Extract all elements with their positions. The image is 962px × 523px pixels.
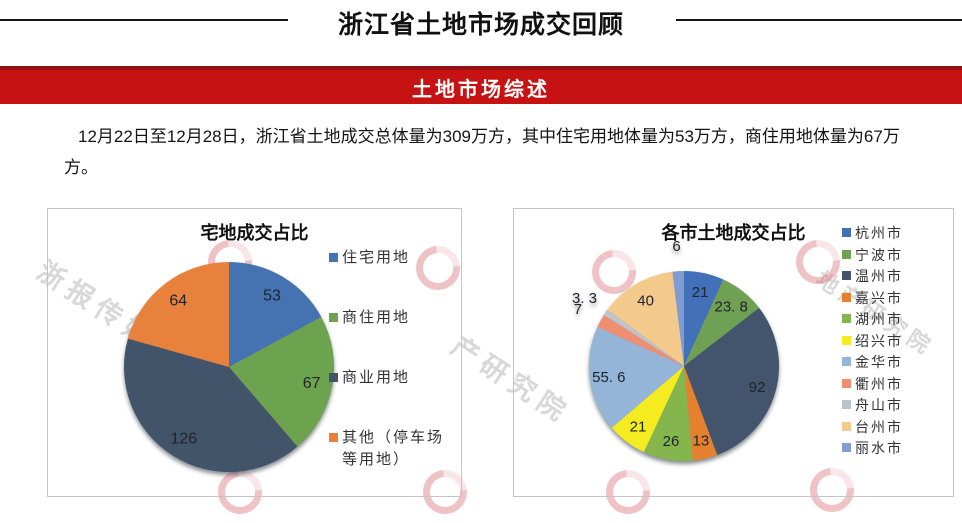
legend-swatch-icon [329, 373, 338, 382]
pie-slice-温州市 [684, 307, 779, 455]
legend-label: 温州市 [855, 268, 903, 284]
legend-item-舟山市: 舟山市 [842, 396, 948, 415]
pie-value-label: 64 [169, 293, 187, 310]
legend-swatch-icon [329, 253, 338, 262]
legend-swatch-icon [329, 433, 338, 442]
legend-swatch-icon [842, 292, 851, 302]
pie-slice-丽水市 [672, 271, 684, 366]
legend-residential-land: 住宅用地商住用地商业用地其他（停车场等用地） [329, 247, 453, 471]
legend-item-嘉兴市: 嘉兴市 [842, 289, 948, 308]
summary-paragraph: 12月22日至12月28日，浙江省土地成交总体量为309万方，其中住宅用地体量为… [64, 127, 900, 177]
pie-slice-宁波市 [684, 279, 760, 366]
pie-slice-台州市 [607, 271, 684, 366]
chart-city-land-share: 各市土地成交占比 21 23. 8 92 13 26 21 55. 6 7 3. 3 40 6 杭州… [513, 208, 954, 497]
section-banner: 土地市场综述 [0, 66, 962, 104]
page-header: 浙江省土地市场成交回顾 [0, 0, 962, 50]
legend-label: 台州市 [855, 418, 903, 435]
legend-city-land: 杭州市宁波市温州市嘉兴市湖州市绍兴市金华市衢州市舟山市台州市丽水市 [842, 224, 948, 458]
chart-title-city: 各市土地成交占比 [661, 223, 806, 243]
legend-swatch-icon [842, 314, 851, 323]
chart-residential-land-share: 宅地成交占比 53 67 126 64 住宅用地商住用地商业用地其他（停车场等用地） [47, 208, 462, 497]
legend-swatch-icon [842, 378, 851, 388]
legend-swatch-icon [842, 357, 851, 366]
legend-swatch-icon [842, 400, 851, 409]
pie-value-label: 126 [170, 430, 197, 447]
pie-value-label: 92 [749, 379, 766, 396]
legend-item-温州市: 温州市 [842, 267, 948, 286]
pie-value-label: 7 [574, 301, 582, 318]
legend-label: 金华市 [855, 354, 903, 370]
pie-slice-绍兴市 [611, 366, 684, 453]
pie-value-label: 6 [672, 238, 680, 255]
legend-swatch-icon [842, 443, 851, 452]
page-title: 浙江省土地市场成交回顾 [337, 11, 624, 39]
pie-slice-商业用地 [124, 338, 298, 472]
pie-slice-金华市 [589, 326, 684, 428]
legend-label: 嘉兴市 [855, 289, 903, 306]
chart-title-residential: 宅地成交占比 [200, 223, 309, 243]
pie-residential-land: 53 67 126 64 [124, 262, 334, 472]
legend-item-宁波市: 宁波市 [842, 246, 948, 265]
pie-value-label: 40 [637, 293, 654, 310]
legend-label: 住宅用地 [342, 249, 411, 266]
legend-item-衢州市: 衢州市 [842, 375, 948, 394]
legend-label: 衢州市 [855, 375, 903, 392]
legend-label: 宁波市 [855, 246, 903, 263]
legend-item-丽水市: 丽水市 [842, 439, 948, 458]
pie-slice-杭州市 [684, 271, 724, 366]
pie-slice-嘉兴市 [684, 366, 718, 461]
legend-label: 舟山市 [855, 397, 903, 413]
legend-item-商业用地: 商业用地 [329, 367, 453, 389]
pie-value-label: 26 [663, 433, 680, 450]
legend-label: 商业用地 [342, 369, 411, 386]
legend-label: 丽水市 [855, 440, 903, 456]
pie-slice-商住用地 [229, 316, 334, 447]
legend-swatch-icon [842, 249, 851, 259]
pie-value-label: 67 [303, 375, 321, 392]
legend-swatch-icon [842, 228, 851, 237]
legend-item-其他（停车场等用地）: 其他（停车场等用地） [329, 427, 453, 471]
pie-slice-舟山市 [603, 309, 684, 366]
legend-swatch-icon [842, 271, 851, 280]
title-rule-right [676, 19, 962, 21]
pie-value-label: 23. 8 [715, 299, 748, 316]
legend-swatch-icon [842, 335, 851, 345]
legend-item-台州市: 台州市 [842, 418, 948, 437]
legend-item-商住用地: 商住用地 [329, 307, 453, 329]
legend-swatch-icon [329, 313, 338, 322]
pie-value-label: 21 [630, 419, 647, 436]
pie-value-label: 21 [692, 284, 709, 301]
pie-value-label: 53 [263, 287, 281, 304]
legend-label: 湖州市 [855, 311, 903, 327]
legend-label: 杭州市 [855, 225, 903, 241]
pie-value-label: 55. 6 [592, 369, 625, 386]
legend-swatch-icon [842, 421, 851, 431]
pie-value-label: 3. 3 [572, 290, 597, 307]
legend-label: 商住用地 [342, 309, 411, 326]
legend-item-湖州市: 湖州市 [842, 310, 948, 329]
pie-city-land: 21 23. 8 92 13 26 21 55. 6 73. 3 40 6 [572, 238, 779, 461]
legend-item-住宅用地: 住宅用地 [329, 247, 453, 269]
legend-item-绍兴市: 绍兴市 [842, 332, 948, 351]
pie-slice-衢州市 [597, 314, 684, 366]
section-banner-label: 土地市场综述 [412, 78, 550, 101]
pie-slice-其他（停车场等用地） [127, 262, 229, 367]
legend-label: 其他（停车场等用地） [342, 429, 445, 468]
legend-label: 绍兴市 [855, 332, 903, 349]
legend-item-金华市: 金华市 [842, 353, 948, 372]
pie-slice-湖州市 [643, 366, 693, 461]
legend-item-杭州市: 杭州市 [842, 224, 948, 243]
pie-slice-住宅用地 [229, 262, 322, 367]
title-rule-left [0, 19, 288, 21]
pie-value-label: 13 [693, 432, 710, 449]
